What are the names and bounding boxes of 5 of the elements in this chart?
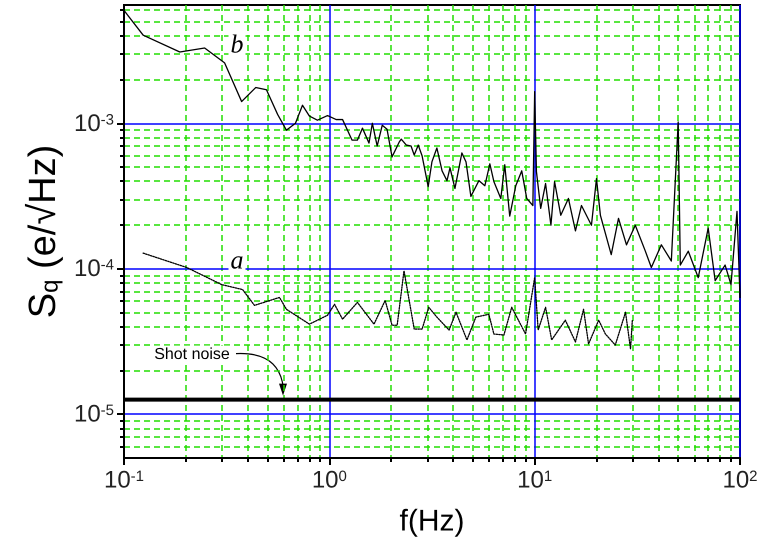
annotation: b: [230, 30, 244, 58]
x-axis-title: f(Hz): [400, 504, 464, 538]
annotation: a: [230, 246, 244, 274]
y-axis-title: Sq (e/√Hz): [22, 144, 64, 318]
ref-line-label: Shot noise: [154, 346, 230, 364]
